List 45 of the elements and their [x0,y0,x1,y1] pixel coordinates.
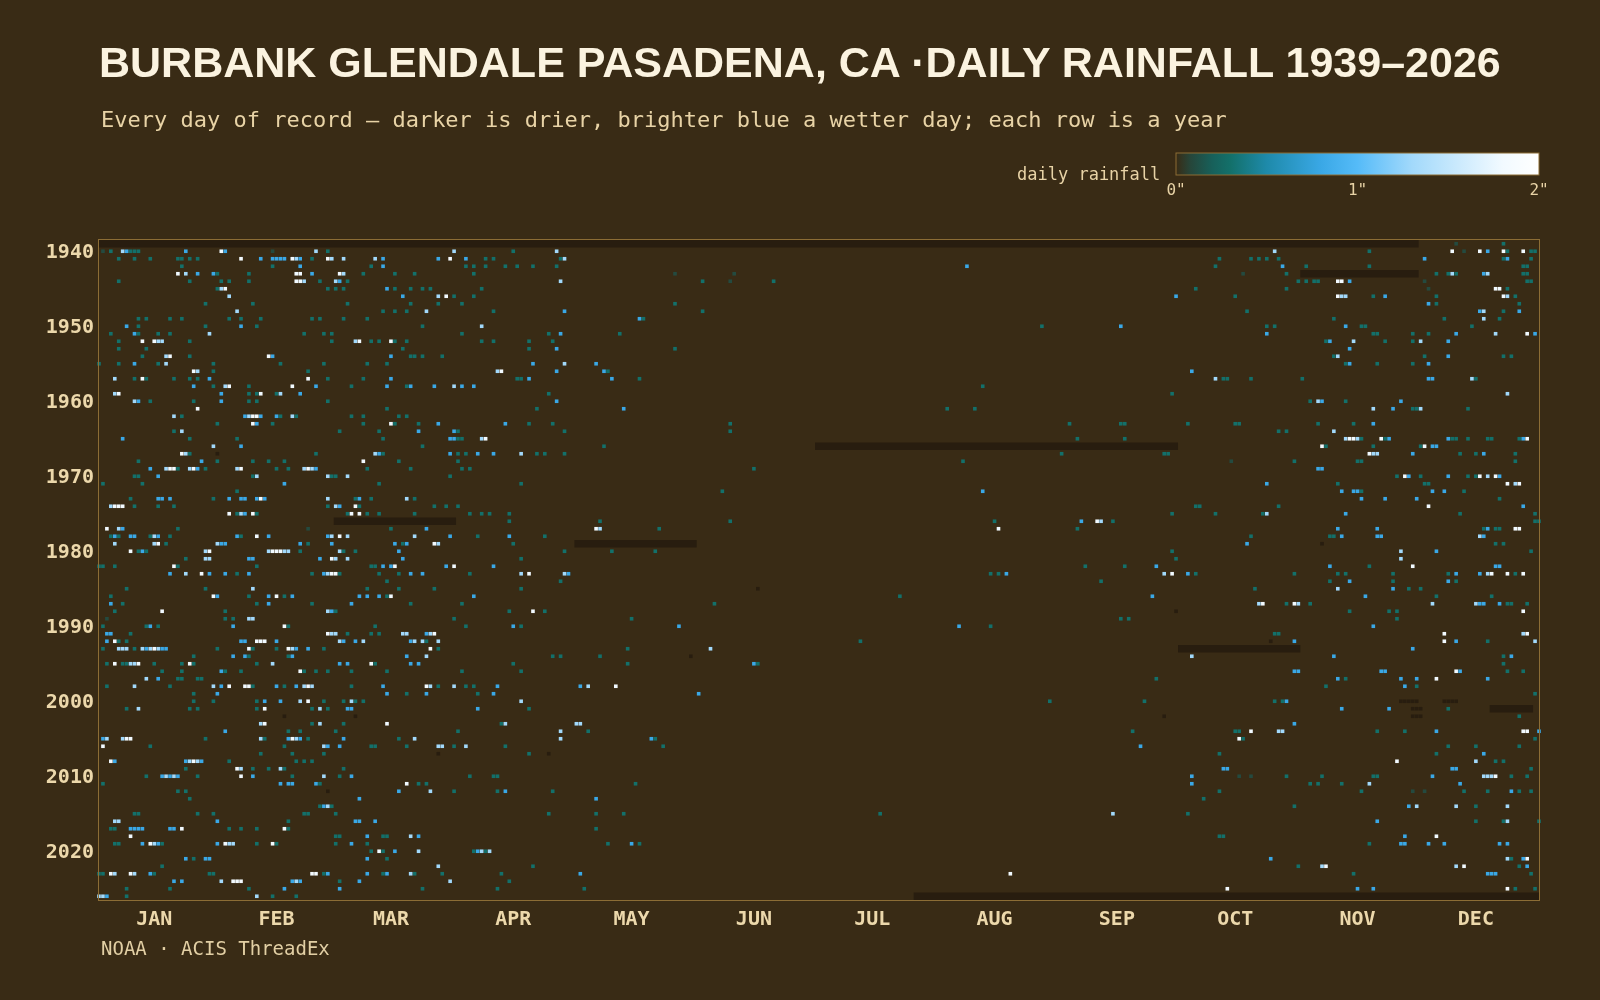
point [1229,459,1234,464]
point [270,249,275,254]
x-tick-label: JUN [735,906,772,930]
chart-title: BURBANK GLENDALE PASADENA, CA ·DAILY RAINFALL 1939–2026 [99,38,1501,87]
color-bar-label: 0" [1166,180,1186,200]
x-tick-label: APR [495,906,533,930]
y-tick-label: 1960 [45,389,94,414]
y-tick-label: 1990 [45,614,94,639]
y-tick-label: 2020 [45,839,94,864]
x-tick-label: NOV [1339,906,1376,930]
chart-subtitle: Every day of record — darker is drier, brighter blue a wetter day; each row is a year [101,107,1227,132]
point [1422,279,1427,284]
x-tick-label: MAY [613,906,650,930]
text: NOAA · ACIS ThreadEx [101,937,330,959]
point [1454,241,1458,246]
color-bar-title: daily rainfall [1017,164,1161,184]
x-tick-label: JAN [136,906,173,930]
x-tick-label: MAR [372,906,410,930]
y-tick-label: 1970 [45,464,94,489]
y-tick-label: 1950 [45,314,94,339]
point [1237,774,1241,779]
x-tick-label: DEC [1457,906,1494,930]
y-tick-label: 2000 [45,689,94,714]
x-tick-label: OCT [1217,906,1254,930]
y-tick-label: 1940 [45,239,94,264]
point [673,271,677,276]
color-bar-label: 1" [1347,180,1368,200]
x-tick-label: SEP [1098,906,1135,930]
point [1249,774,1253,779]
point [1426,286,1431,291]
x-tick-label: AUG [976,906,1013,930]
point [1241,271,1245,276]
point [732,271,736,276]
point [1410,789,1415,794]
point [101,249,105,254]
x-tick-label: JUL [854,906,891,930]
x-tick-label: FEB [258,906,295,930]
point [1422,789,1427,794]
point [728,279,733,284]
y-tick-label: 2010 [45,764,94,789]
color-bar-label: 2" [1529,180,1549,200]
point [1462,249,1466,254]
point [105,616,109,621]
y-tick-label: 1980 [45,539,94,564]
point [306,526,310,531]
